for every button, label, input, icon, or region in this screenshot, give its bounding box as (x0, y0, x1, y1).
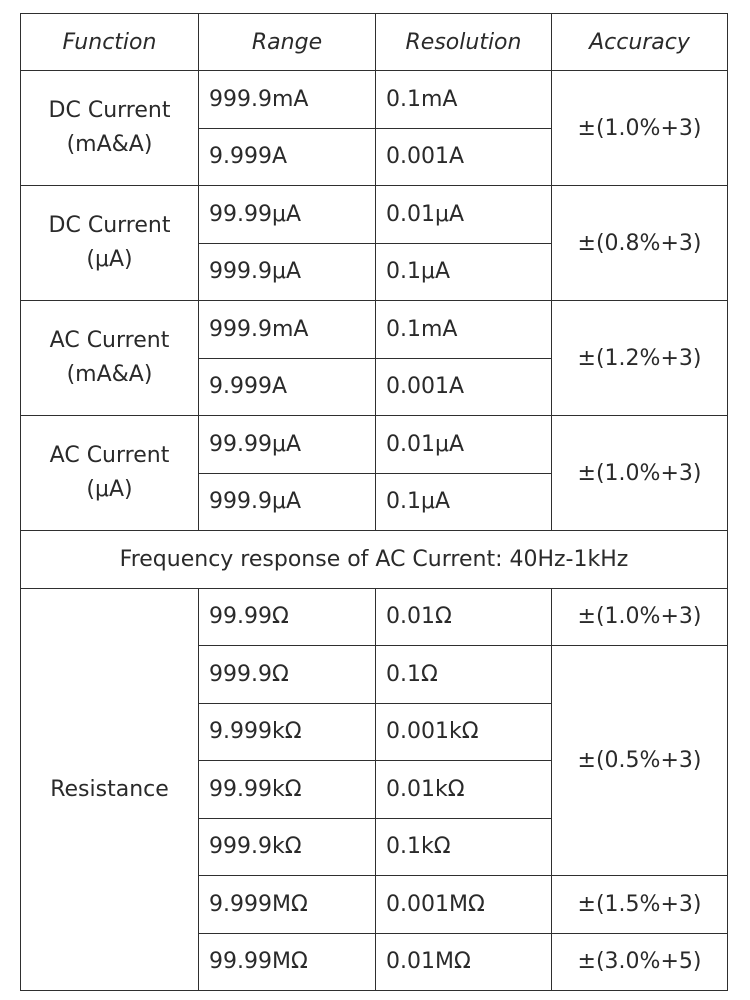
table-row: Resistance 99.99Ω 0.01Ω ±(1.0%+3) (20, 587, 728, 991)
range-cell: 999.9mA (198, 70, 376, 129)
function-cell: DC Current (μA) (20, 185, 199, 301)
function-label: AC Current (μA) (49, 443, 170, 502)
range-cell: 999.9kΩ (198, 817, 376, 876)
resolution-cell: 0.01μA (375, 185, 552, 244)
resolution-cell: 0.01Ω (375, 587, 552, 646)
resolution-cell: 0.001kΩ (375, 702, 552, 761)
header-resolution: Resolution (375, 13, 552, 71)
resolution-cell: 0.1kΩ (375, 817, 552, 876)
header-range: Range (198, 13, 376, 71)
accuracy-cell: ±(1.0%+3) (551, 70, 728, 186)
resolution-cell: 0.1mA (375, 70, 552, 129)
accuracy-cell: ±(3.0%+5) (551, 932, 728, 991)
range-cell: 999.9μA (198, 472, 376, 531)
range-cell: 999.9Ω (198, 645, 376, 704)
range-cell: 99.99kΩ (198, 760, 376, 819)
note-row: Frequency response of AC Current: 40Hz-1… (20, 530, 728, 589)
table-row: 999.9kΩ 0.1kΩ (21, 817, 728, 876)
resolution-cell: 0.001MΩ (375, 875, 552, 934)
table-row: AC Current (mA&A) 999.9mA 0.1mA ±(1.2%+3… (20, 300, 728, 416)
accuracy-cell: ±(1.0%+3) (551, 415, 728, 531)
accuracy-cell: ±(0.8%+3) (551, 185, 728, 301)
range-cell: 9.999A (198, 127, 376, 186)
resolution-cell: 0.1μA (375, 472, 552, 531)
range-cell: 99.99μA (198, 415, 376, 474)
resolution-cell: 0.1Ω (375, 645, 552, 704)
range-cell: 999.9mA (198, 300, 376, 359)
function-cell: AC Current (μA) (20, 415, 199, 531)
resolution-cell: 0.1mA (375, 300, 552, 359)
resolution-cell: 0.001A (375, 357, 552, 416)
range-cell: 99.99MΩ (198, 932, 376, 991)
range-cell: 999.9μA (198, 242, 376, 301)
function-label: DC Current (μA) (48, 213, 171, 272)
range-cell: 99.99Ω (198, 587, 376, 646)
resolution-cell: 0.001A (375, 127, 552, 186)
table-row: DC Current (μA) 99.99μA 0.01μA ±(0.8%+3) (20, 185, 728, 301)
range-cell: 99.99μA (198, 185, 376, 244)
accuracy-cell: ±(1.5%+3) (551, 875, 728, 934)
range-cell: 9.999MΩ (198, 875, 376, 934)
table-row: 9.999MΩ 0.001MΩ ±(1.5%+3) (21, 875, 728, 934)
table-row: 9.999A 0.001A (21, 127, 728, 186)
resolution-cell: 0.01MΩ (375, 932, 552, 991)
table-row: 9.999kΩ 0.001kΩ (21, 702, 728, 761)
header-function: Function (20, 13, 199, 71)
table-row: 999.9Ω 0.1Ω ±(0.5%+3) (21, 645, 728, 876)
table-row: 99.99kΩ 0.01kΩ (21, 760, 728, 819)
range-cell: 9.999A (198, 357, 376, 416)
function-cell: AC Current (mA&A) (20, 300, 199, 416)
spec-table: Function Range Resolution Accuracy DC Cu… (20, 13, 728, 991)
header-row: Function Range Resolution Accuracy (20, 13, 728, 71)
table-row: DC Current (mA&A) 999.9mA 0.1mA ±(1.0%+3… (20, 70, 728, 186)
function-line-1: DC Current (mA&A) (48, 98, 171, 157)
table-row: 9.999A 0.001A (21, 357, 728, 416)
range-cell: 9.999kΩ (198, 702, 376, 761)
accuracy-cell: ±(1.0%+3) (551, 587, 728, 646)
resolution-cell: 0.1μA (375, 242, 552, 301)
table-row: 99.99MΩ 0.01MΩ ±(3.0%+5) (21, 932, 728, 991)
resolution-cell: 0.01kΩ (375, 760, 552, 819)
accuracy-cell: ±(1.2%+3) (551, 300, 728, 416)
accuracy-cell: ±(0.5%+3) (551, 645, 728, 876)
table-row: AC Current (μA) 99.99μA 0.01μA ±(1.0%+3) (20, 415, 728, 531)
resolution-cell: 0.01μA (375, 415, 552, 474)
frequency-note: Frequency response of AC Current: 40Hz-1… (20, 530, 728, 589)
function-cell: Resistance (20, 587, 199, 991)
function-cell: DC Current (mA&A) (20, 70, 199, 186)
function-label: AC Current (mA&A) (49, 328, 170, 387)
header-accuracy: Accuracy (551, 13, 728, 71)
